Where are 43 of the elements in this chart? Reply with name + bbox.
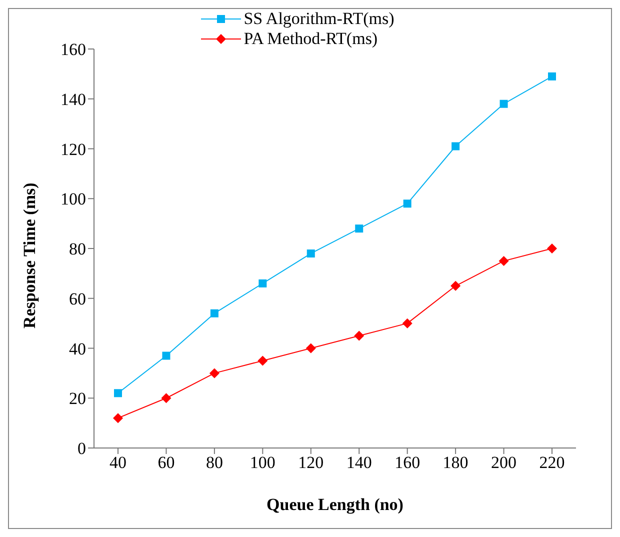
x-tick-label: 220 [539, 453, 565, 472]
point [452, 142, 460, 150]
x-tick-label: 100 [250, 453, 276, 472]
point [258, 279, 267, 288]
x-tick-label: 140 [346, 453, 372, 472]
point [498, 256, 509, 266]
legend-label: PA Method-RT(ms) [244, 29, 378, 49]
x-tick-label: 60 [158, 453, 175, 472]
point [114, 389, 122, 398]
legend-label: SS Algorithm-RT(ms) [244, 9, 394, 29]
point [306, 249, 315, 258]
x-tick-label: 40 [110, 453, 126, 472]
y-tick-label: 140 [60, 90, 86, 109]
x-tick-label: 160 [394, 453, 420, 472]
point [548, 72, 556, 80]
point [162, 352, 170, 360]
y-axis-title: Response Time (ms) [20, 182, 40, 328]
x-tick-label: 200 [491, 453, 517, 472]
point [258, 356, 268, 366]
x-tick-label: 120 [298, 453, 324, 472]
point [306, 343, 316, 354]
y-tick-label: 40 [69, 339, 86, 358]
point [210, 309, 218, 318]
point [402, 318, 412, 328]
point [500, 100, 508, 108]
point [355, 224, 364, 233]
x-axis-title: Queue Length (no) [266, 495, 404, 514]
y-tick-label: 80 [69, 240, 86, 259]
point [547, 244, 557, 254]
point [209, 368, 220, 378]
y-tick-label: 60 [69, 289, 86, 308]
y-tick-label: 0 [78, 439, 86, 458]
x-tick-label: 180 [442, 453, 468, 472]
y-tick-label: 160 [60, 40, 86, 60]
y-tick-label: 120 [60, 140, 86, 159]
point [113, 413, 123, 424]
point [403, 200, 412, 208]
point [450, 280, 461, 291]
y-tick-label: 20 [69, 389, 86, 408]
x-tick-label: 80 [206, 453, 223, 472]
point [354, 330, 364, 341]
point [161, 393, 172, 404]
y-tick-label: 100 [60, 190, 86, 209]
